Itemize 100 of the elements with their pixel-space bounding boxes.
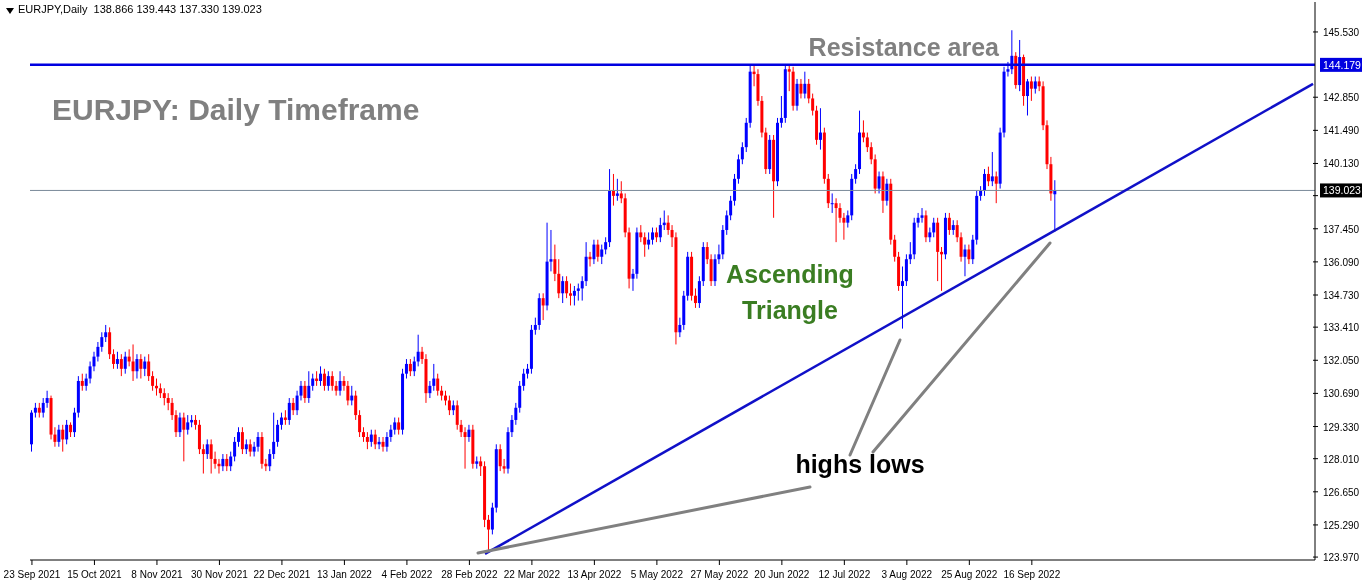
candlestick <box>643 231 647 258</box>
y-tick-label: 125.290 <box>1323 519 1360 531</box>
candlestick <box>319 365 323 387</box>
candlestick <box>924 209 928 243</box>
candlestick <box>147 353 151 382</box>
candlestick <box>569 283 572 306</box>
candlestick <box>830 192 834 214</box>
candlestick <box>178 412 182 438</box>
candlestick <box>596 239 600 263</box>
y-tick-label: 140.130 <box>1323 158 1360 170</box>
candlestick <box>416 334 420 367</box>
y-tick-label: 126.650 <box>1323 486 1360 498</box>
candlestick <box>412 356 416 377</box>
candlestick <box>486 514 490 552</box>
candlestick <box>561 275 565 304</box>
candlestick <box>151 370 155 392</box>
x-tick-label: 4 Feb 2022 <box>381 569 433 580</box>
candlestick <box>725 209 729 236</box>
y-tick-label: 123.970 <box>1323 552 1360 564</box>
candlestick <box>1029 76 1033 102</box>
candlestick <box>877 171 881 194</box>
x-tick-label: 30 Nov 2021 <box>191 569 249 580</box>
candlestick <box>611 173 615 207</box>
candlestick <box>209 438 213 475</box>
candlestick <box>619 180 623 204</box>
candlestick <box>990 151 994 187</box>
candlestick <box>436 373 440 397</box>
text: EURJPY: Daily Timeframe <box>52 93 420 127</box>
y-tick-label: 129.330 <box>1323 421 1360 433</box>
candlestick <box>967 244 971 265</box>
candlestick <box>740 141 744 165</box>
x-tick-label: 13 Jan 2022 <box>316 569 373 580</box>
candlestick <box>600 244 604 265</box>
candlestick <box>229 451 233 472</box>
y-tick-label: 136.090 <box>1323 256 1360 268</box>
candlestick <box>268 448 272 472</box>
candlestick <box>1025 78 1029 116</box>
y-tick-label: 145.530 <box>1323 26 1360 38</box>
x-tick-label: 28 Feb 2022 <box>441 569 498 580</box>
candlestick <box>276 419 280 448</box>
candlestick <box>615 178 619 202</box>
candlestick <box>307 370 311 404</box>
candlestick <box>963 244 967 277</box>
candlestick <box>779 95 783 129</box>
x-tick-label: 16 Sep 2022 <box>1003 569 1061 580</box>
y-tick-label: 139.023 <box>1323 184 1362 197</box>
y-tick-label: 132.050 <box>1323 355 1360 367</box>
candlestick <box>221 453 225 472</box>
candlestick <box>61 424 65 453</box>
candlestick <box>697 275 701 309</box>
candlestick <box>272 412 276 460</box>
candlestick <box>522 368 526 392</box>
candlestick <box>205 438 209 460</box>
candlestick <box>65 419 69 445</box>
candlestick <box>541 292 545 321</box>
y-tick-label: 144.179 <box>1323 58 1362 71</box>
candlestick <box>354 390 358 421</box>
x-tick-label: 12 Jul 2022 <box>818 569 871 580</box>
candlestick <box>131 343 135 382</box>
candlestick <box>45 390 49 409</box>
candlestick <box>385 431 389 453</box>
candlestick <box>854 163 858 185</box>
annotation: Ascending Triangle <box>725 259 855 326</box>
y-tick-label: 141.490 <box>1323 125 1360 137</box>
ref-line-label: Resistance area <box>808 32 1001 61</box>
candlestick <box>733 173 737 207</box>
candlestick <box>186 414 190 436</box>
candlestick <box>983 168 987 197</box>
y-tick-label: 142.850 <box>1323 92 1360 104</box>
candlestick <box>373 429 377 450</box>
candlestick <box>565 275 569 299</box>
candlestick <box>123 351 127 375</box>
candlestick <box>811 93 815 116</box>
candlestick <box>358 409 362 438</box>
candlestick <box>428 380 432 399</box>
y-tick-label: 130.690 <box>1323 388 1360 400</box>
candlestick <box>971 234 975 265</box>
y-tick-label: 128.010 <box>1323 453 1360 465</box>
y-tick-label: 133.410 <box>1323 322 1360 334</box>
candlestick <box>237 426 241 448</box>
candlestick <box>467 424 471 443</box>
candlestick <box>119 353 123 377</box>
x-tick-label: 3 Aug 2022 <box>881 569 933 580</box>
x-tick-label: 27 May 2022 <box>690 569 749 580</box>
candlestick <box>920 207 924 224</box>
candlestick <box>303 380 307 404</box>
y-tick-label: 134.730 <box>1323 290 1360 301</box>
candlestick <box>201 443 205 475</box>
candlestick <box>330 370 334 392</box>
candlestick <box>479 455 483 477</box>
candlestick <box>908 241 912 265</box>
candlestick <box>658 217 662 243</box>
candlestick <box>498 443 502 472</box>
x-tick-label: 8 Nov 2021 <box>131 569 183 580</box>
candlestick <box>346 380 350 406</box>
x-tick-label: 23 Sep 2021 <box>3 569 61 580</box>
candlestick <box>799 78 803 99</box>
x-tick-label: 5 May 2022 <box>630 569 684 580</box>
candlestick <box>139 353 143 380</box>
candlestick <box>381 436 385 453</box>
